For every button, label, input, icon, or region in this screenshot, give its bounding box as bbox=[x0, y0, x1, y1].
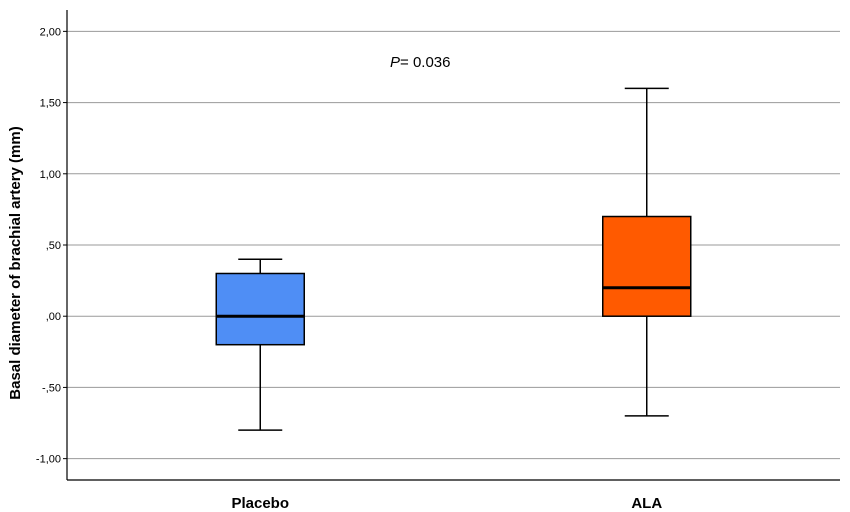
p-value-symbol: P bbox=[390, 54, 400, 71]
box-series bbox=[215, 87, 692, 431]
p-value-text: = 0.036 bbox=[400, 54, 450, 71]
box-placebo bbox=[215, 258, 305, 431]
iqr-box bbox=[602, 215, 692, 317]
y-tick-label: -,50 bbox=[42, 382, 61, 394]
y-tick-label: 1,00 bbox=[40, 169, 61, 181]
y-axis-ticks: 2,00 1,50 1,00 ,50 ,00 -,50 -1,00 bbox=[36, 26, 67, 466]
y-tick-label: 1,50 bbox=[40, 98, 61, 110]
box-ala bbox=[602, 87, 692, 417]
y-tick-label: 2,00 bbox=[40, 26, 61, 38]
y-tick-label: ,50 bbox=[46, 240, 61, 252]
iqr-box bbox=[215, 272, 305, 346]
x-category-label: Placebo bbox=[231, 495, 289, 512]
p-value-annotation: P= 0.036 bbox=[390, 54, 450, 71]
gridlines bbox=[67, 30, 840, 460]
x-category-label: ALA bbox=[631, 495, 662, 512]
y-tick-label: ,00 bbox=[46, 311, 61, 323]
y-tick-label: -1,00 bbox=[36, 454, 61, 466]
x-axis-categories: Placebo ALA bbox=[231, 495, 662, 512]
y-axis-label: Basal diameter of brachial artery (mm) bbox=[7, 126, 24, 399]
